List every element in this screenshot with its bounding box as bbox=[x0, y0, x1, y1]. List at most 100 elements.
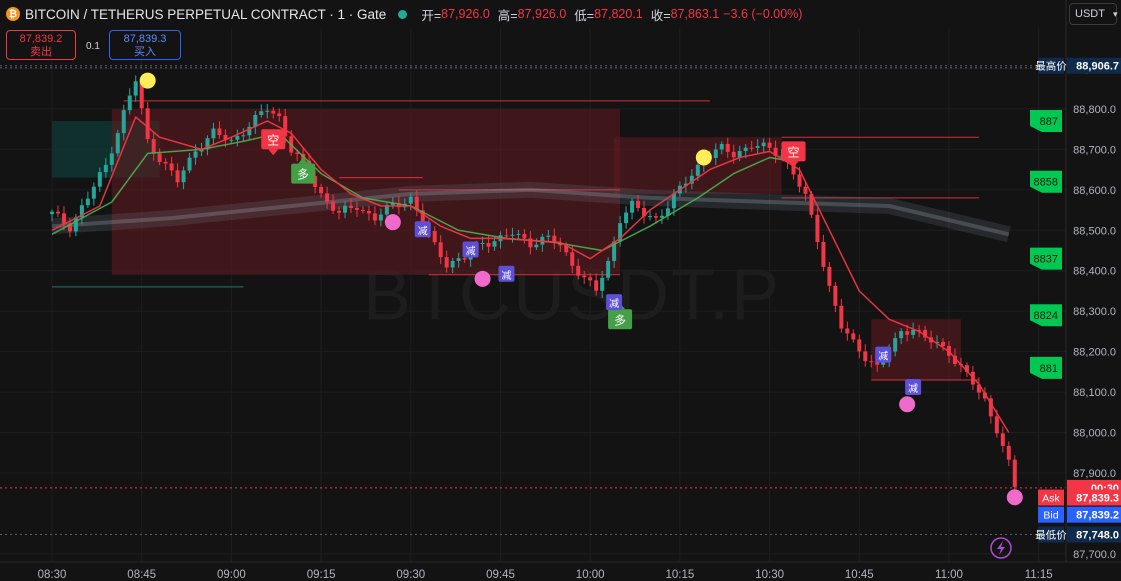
x-tick-label: 11:00 bbox=[935, 569, 963, 581]
candle-body bbox=[839, 305, 844, 329]
candle-body bbox=[791, 162, 796, 175]
candle-body bbox=[582, 275, 587, 278]
candle-body bbox=[1012, 459, 1017, 487]
candle-body bbox=[229, 139, 234, 141]
candle-body bbox=[683, 183, 688, 186]
reduce-signal-badge bbox=[875, 346, 892, 363]
price-tag-label: Ask bbox=[1042, 493, 1060, 505]
candle-body bbox=[319, 187, 324, 194]
change-value: −3.6 (−0.00%) bbox=[723, 7, 803, 21]
candle-body bbox=[809, 193, 814, 215]
ema-slow-line bbox=[51, 132, 794, 252]
y-tick-label: 88,400.0 bbox=[1073, 266, 1116, 278]
candle-body bbox=[408, 196, 413, 204]
high-label: 高= bbox=[497, 8, 518, 23]
symbol-title[interactable]: BITCOIN / TETHERUS PERPETUAL CONTRACT · … bbox=[25, 6, 387, 22]
candle-body bbox=[689, 175, 694, 184]
candle-body bbox=[235, 136, 240, 140]
candle-body bbox=[671, 193, 676, 209]
price-tag-value: 88,906.7 bbox=[1076, 61, 1119, 73]
reduce-signal-text: 减 bbox=[878, 351, 888, 363]
sell-button[interactable]: 87,839.2 卖出 bbox=[6, 30, 76, 60]
candle-body bbox=[659, 215, 664, 218]
price-tag-label: 最高价 bbox=[1035, 60, 1067, 73]
reduce-signal-badge bbox=[414, 221, 431, 238]
candle-body bbox=[725, 143, 730, 152]
signal-dot bbox=[384, 214, 401, 231]
candle-body bbox=[731, 151, 736, 158]
candle-body bbox=[73, 217, 78, 232]
candle-body bbox=[606, 260, 611, 278]
candle-body bbox=[432, 231, 437, 243]
candle-body bbox=[994, 416, 999, 434]
candle-body bbox=[863, 351, 868, 362]
reduce-signal-text: 减 bbox=[908, 383, 918, 395]
candle-body bbox=[743, 147, 748, 151]
reduce-signal-text: 减 bbox=[609, 298, 619, 310]
candle-body bbox=[988, 398, 993, 417]
reduce-signal-badge bbox=[462, 241, 479, 258]
candle-body bbox=[480, 242, 485, 244]
chevron-down-icon: ▾ bbox=[1112, 8, 1118, 19]
x-tick-label: 09:00 bbox=[217, 569, 246, 581]
price-tag-value: 87,839.3 bbox=[1076, 493, 1119, 505]
candle-body bbox=[360, 209, 365, 211]
buy-label: 买入 bbox=[134, 46, 156, 58]
candle-body bbox=[121, 110, 126, 134]
candle-body bbox=[354, 207, 359, 210]
price-tag-label-box bbox=[1038, 489, 1064, 506]
candle-body bbox=[151, 139, 156, 154]
x-tick-label: 09:45 bbox=[486, 569, 515, 581]
order-tag-text: 8824 bbox=[1034, 310, 1058, 322]
candle-body bbox=[982, 392, 987, 399]
candle-body bbox=[773, 147, 778, 156]
candle-body bbox=[486, 242, 491, 247]
candle-body bbox=[492, 241, 497, 247]
candle-body bbox=[67, 223, 72, 232]
short-signal-badge bbox=[261, 129, 286, 150]
candle-body bbox=[905, 331, 910, 335]
candle-body bbox=[695, 164, 700, 176]
candle-body bbox=[211, 128, 216, 139]
reduce-signal-badge bbox=[498, 265, 515, 282]
lightning-icon-bolt bbox=[997, 541, 1005, 555]
x-tick-label: 11:15 bbox=[1025, 569, 1053, 581]
candle-body bbox=[976, 384, 981, 393]
candle-body bbox=[552, 235, 557, 244]
candle-body bbox=[558, 243, 563, 246]
candle-body bbox=[55, 211, 60, 214]
candle-body bbox=[767, 142, 772, 148]
buy-button[interactable]: 87,839.3 买入 bbox=[109, 30, 181, 60]
price-tag-box bbox=[1067, 57, 1121, 74]
candle-body bbox=[642, 207, 647, 217]
candle-body bbox=[193, 151, 198, 158]
candle-body bbox=[504, 235, 509, 237]
candle-body bbox=[133, 81, 138, 96]
currency-select[interactable]: USDT ▾ bbox=[1069, 3, 1117, 25]
candle-body bbox=[109, 153, 114, 165]
spread-value: 0.1 bbox=[86, 41, 100, 52]
candle-body bbox=[917, 329, 922, 331]
candle-body bbox=[85, 198, 90, 206]
open-value: 87,926.0 bbox=[441, 7, 490, 21]
short-signal-pointer bbox=[788, 161, 799, 168]
y-tick-label: 88,300.0 bbox=[1073, 306, 1116, 318]
candle-body bbox=[624, 212, 629, 224]
order-tag-text: 8837 bbox=[1034, 254, 1058, 266]
price-tag-label-box bbox=[1038, 526, 1064, 543]
x-tick-label: 09:30 bbox=[396, 569, 425, 581]
candle-body bbox=[845, 328, 850, 334]
candle-body bbox=[444, 257, 449, 268]
price-tag-label: 最低价 bbox=[1035, 528, 1067, 541]
close-value: 87,863.1 bbox=[670, 7, 720, 21]
candle-body bbox=[450, 260, 455, 268]
candle-body bbox=[50, 211, 54, 215]
candle-body bbox=[283, 116, 288, 137]
candle-body bbox=[187, 157, 192, 171]
candle-body bbox=[821, 241, 826, 267]
candle-body bbox=[157, 153, 162, 162]
candle-body bbox=[271, 110, 276, 114]
candle-body bbox=[600, 277, 605, 291]
